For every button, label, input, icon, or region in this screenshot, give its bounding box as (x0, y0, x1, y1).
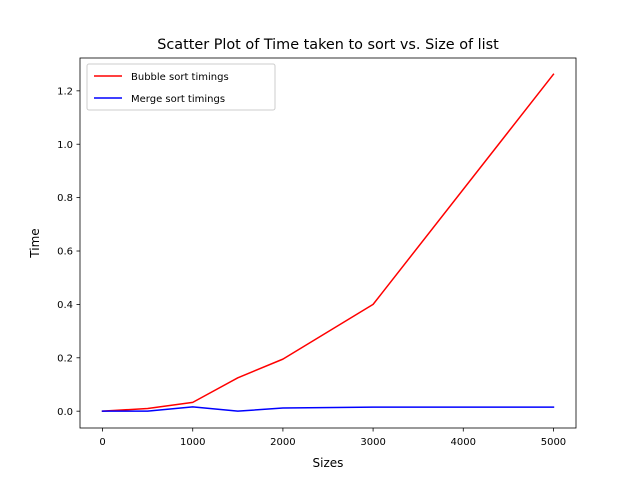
series-line-merge-sort (101, 406, 555, 412)
axes-frame (79, 57, 577, 429)
legend-frame (86, 63, 276, 111)
legend-label: Merge sort timings (131, 94, 225, 105)
chart-title: Scatter Plot of Time taken to sort vs. S… (157, 37, 499, 53)
x-tick-label: 3000 (360, 437, 385, 448)
x-tick-label: 4000 (451, 437, 476, 448)
y-tick-label: 0.6 (57, 247, 73, 258)
x-tick-label: 1000 (180, 437, 205, 448)
y-axis-label: Time (28, 228, 42, 258)
series-line-bubble-sort (101, 73, 555, 412)
y-axis: 0.0 0.2 0.4 0.6 0.8 1.0 1.2 (57, 86, 80, 418)
y-tick-label: 0.2 (57, 353, 73, 364)
y-tick-label: 0.4 (57, 300, 73, 311)
plot-area (101, 73, 555, 412)
x-tick-label: 2000 (270, 437, 295, 448)
y-tick-label: 1.0 (57, 140, 73, 151)
x-axis-label: Sizes (313, 456, 344, 470)
x-axis: 0 1000 2000 3000 4000 5000 (99, 428, 566, 448)
y-tick-label: 0.8 (57, 193, 73, 204)
legend: Bubble sort timings Merge sort timings (86, 63, 276, 111)
legend-label: Bubble sort timings (131, 72, 229, 83)
x-tick-label: 0 (99, 437, 105, 448)
y-tick-label: 0.0 (57, 407, 73, 418)
x-tick-label: 5000 (541, 437, 566, 448)
y-tick-label: 1.2 (57, 86, 73, 97)
